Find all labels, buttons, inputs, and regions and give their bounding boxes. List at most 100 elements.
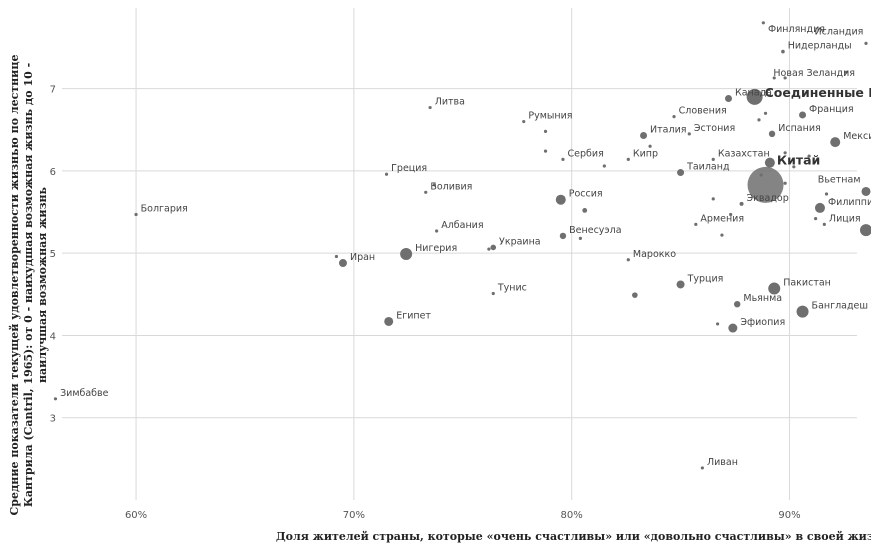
scatter-point	[860, 224, 871, 237]
point-label: Исландия	[814, 26, 863, 37]
point-label: Иран	[350, 252, 375, 263]
x-axis-title: Доля жителей страны, которые «очень счас…	[276, 530, 871, 543]
point-label: Эфиопия	[740, 317, 785, 328]
scatter-point	[626, 258, 630, 262]
y-axis-title-line-1: Средние показатели текущей удовлетворенн…	[8, 55, 21, 516]
point-label: Литва	[435, 97, 465, 108]
scatter-point	[768, 282, 781, 295]
scatter-point	[796, 305, 809, 318]
y-tick-label: 4	[50, 331, 56, 342]
scatter-point	[694, 222, 698, 226]
scatter-point	[640, 132, 648, 140]
scatter-point	[578, 236, 582, 240]
point-label: Филиппины	[828, 197, 871, 208]
point-label: Лиция	[829, 213, 861, 224]
scatter-point	[864, 41, 868, 45]
point-label: Мексика	[843, 131, 871, 142]
point-layer	[53, 21, 871, 470]
scatter-point	[761, 21, 765, 25]
scatter-point	[677, 169, 685, 177]
scatter-point	[687, 132, 691, 136]
scatter-point	[648, 144, 652, 148]
point-label: Словения	[679, 106, 727, 117]
point-label: Эквадор	[747, 193, 789, 204]
point-label: Боливия	[430, 181, 472, 192]
point-label: Нигерия	[415, 243, 457, 254]
point-label: Китай	[777, 153, 820, 168]
y-tick-label: 7	[50, 85, 56, 96]
point-label: Тунис	[497, 282, 527, 293]
scatter-point	[799, 111, 807, 119]
scatter-point	[861, 186, 871, 196]
scatter-point	[783, 181, 787, 185]
point-label: Финляндия	[768, 24, 825, 35]
scatter-point	[582, 207, 588, 213]
tick-layer: 3 4 5 6 7 60% 70% 80% 90%	[50, 85, 801, 521]
point-label: Египет	[396, 310, 431, 321]
point-label: Марокко	[633, 249, 676, 260]
point-label: Соединенные Штаты	[765, 85, 871, 100]
scatter-point	[602, 164, 606, 168]
scatter-point	[764, 157, 775, 168]
scatter-point	[729, 212, 733, 217]
scatter-point	[487, 247, 491, 251]
point-label: Турция	[687, 273, 724, 284]
point-label: Болгария	[141, 204, 188, 215]
point-label: Канада	[735, 88, 772, 99]
scatter-point	[720, 233, 724, 237]
scatter-point	[781, 49, 785, 54]
scatter-point	[559, 232, 567, 240]
scatter-point	[824, 192, 829, 196]
y-tick-label: 5	[50, 249, 56, 260]
scatter-point	[522, 119, 526, 124]
y-tick-label: 3	[50, 414, 56, 425]
point-label: Ливан	[707, 457, 738, 468]
point-label: Новая Зеландия	[773, 68, 855, 79]
scatter-point	[700, 466, 704, 470]
y-axis-title-line-2: Кантрила (Cantril, 1965): от 0 - наихудш…	[22, 63, 35, 507]
scatter-point	[490, 244, 497, 251]
point-label: Таиланд	[686, 162, 730, 173]
scatter-point	[783, 76, 787, 80]
scatter-point	[134, 212, 138, 217]
scatter-point	[555, 194, 566, 205]
scatter-point	[739, 201, 744, 206]
x-tick-label: 60%	[125, 510, 147, 521]
scatter-point	[772, 76, 776, 80]
scatter-point	[757, 118, 761, 122]
point-label: Испания	[778, 123, 820, 134]
scatter-point	[424, 190, 428, 194]
scatter-point	[676, 280, 685, 289]
point-label: Греция	[391, 163, 427, 174]
scatter-point	[400, 248, 413, 260]
scatter-point	[807, 154, 811, 158]
scatter-point	[716, 322, 720, 326]
scatter-point	[747, 166, 784, 203]
scatter-point	[734, 300, 741, 308]
scatter-point	[768, 130, 776, 138]
scatter-point	[724, 95, 732, 103]
grid-layer	[62, 8, 857, 500]
x-tick-label: 90%	[778, 510, 800, 521]
x-tick-label: 70%	[343, 510, 365, 521]
point-label: Эстония	[694, 123, 735, 134]
point-label: Бангладеш	[812, 301, 869, 312]
scatter-point	[428, 105, 432, 110]
scatter-point	[822, 222, 826, 226]
scatter-point	[814, 217, 818, 221]
scatter-point	[384, 172, 389, 176]
y-axis-title-line-3: наилучшая возможная жизнь	[36, 186, 49, 383]
point-label: Украина	[499, 236, 541, 247]
scatter-point	[783, 151, 787, 155]
point-label: Кипр	[633, 148, 658, 159]
scatter-point	[543, 129, 548, 134]
scatter-point	[334, 254, 339, 259]
point-label: Казахстан	[718, 148, 770, 159]
scatter-point	[338, 259, 347, 268]
point-label: Италия	[650, 125, 686, 136]
scatter-point	[672, 115, 676, 119]
scatter-point	[491, 291, 495, 296]
